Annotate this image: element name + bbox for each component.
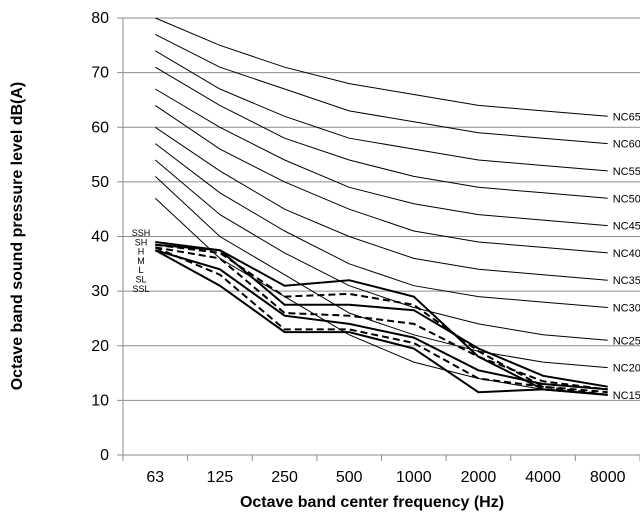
nc-curve-label: NC25 [613,335,640,347]
nc-curve-nc20 [154,176,608,369]
y-tick-label: 70 [91,65,109,82]
x-tick-label: 125 [207,469,234,486]
x-tick-label: 8000 [590,469,626,486]
nc-curve-label: NC35 [613,275,640,287]
y-tick-label: 30 [91,283,109,300]
y-tick-label: 50 [91,174,109,191]
nc-curve-label: NC15 [613,390,640,402]
measured-line-h [155,243,608,388]
x-tick-label: 500 [336,469,363,486]
nc-curve-nc65 [155,17,608,117]
nc-curve-nc50 [155,66,608,199]
nc-curve-nc40 [155,104,608,254]
nc-curve-nc15 [154,197,608,396]
nc-curve-nc60 [155,33,608,145]
series-label: M [137,256,145,266]
nc-curve-label: NC30 [613,303,640,315]
nc-curve-label: NC20 [613,363,640,375]
x-axis-title: Octave band center frequency (Hz) [240,494,504,511]
y-tick-label: 40 [91,229,109,246]
tick-labels: 0 10 20 30 40 50 60 70 80 63 125 250 500 1000 2000 4000… [91,10,625,486]
measured-line-m [155,246,608,391]
x-tick-label: 1000 [396,469,432,486]
x-tick-label: 63 [146,469,164,486]
series-label: SL [135,275,146,285]
nc-curve-nc45 [155,88,608,227]
measured-line-l [155,249,608,391]
measured-line-sl [154,246,608,394]
x-tick-label: 4000 [525,469,561,486]
y-tick-label: 80 [91,10,109,27]
nc-curve-label: NC45 [613,221,640,233]
y-axis-title: Octave band sound pressure level dB(A) [9,82,26,391]
axes [117,17,640,461]
nc-curve-label: NC60 [613,139,640,151]
y-tick-label: 0 [100,447,109,464]
nc-curve-label: NC40 [613,248,640,260]
nc-curve-label: NC50 [613,193,640,205]
series-label: SSL [132,284,149,294]
x-tick-label: 2000 [461,469,497,486]
nc-curve-nc55 [155,50,608,172]
measured-line-ssh [155,241,608,396]
grid-lines [123,17,640,401]
measured-line-ssl [154,249,608,396]
nc-curve-nc30 [154,143,608,308]
series-label: SH [135,237,148,247]
series-label: SSH [132,228,151,238]
series-label: H [138,247,145,257]
nc-curves: NC65 NC60 NC55 NC50 NC45 NC40 NC35 NC30 NC25 NC20… [154,17,640,402]
nc-curve-label: NC55 [613,166,640,178]
series-label: L [138,265,143,275]
y-tick-label: 10 [91,392,109,409]
nc-curve-label: NC65 [613,111,640,123]
nc-curve-nc25 [154,159,608,341]
nc-curve-nc35 [155,126,608,281]
y-tick-label: 20 [91,338,109,355]
x-tick-label: 250 [271,469,298,486]
y-tick-label: 60 [91,119,109,136]
